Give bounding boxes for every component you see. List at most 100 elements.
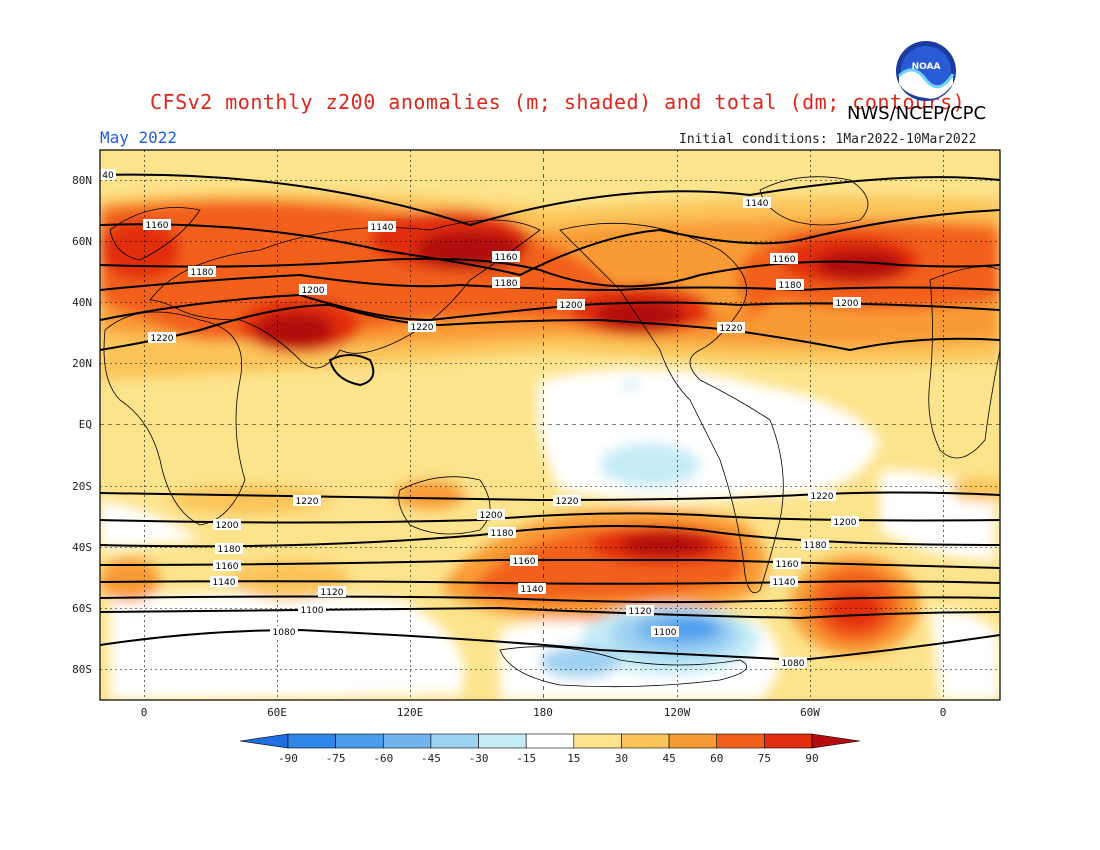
contour-label: 1140 — [368, 221, 396, 233]
contour-label: 1180 — [801, 539, 829, 551]
svg-text:1200: 1200 — [834, 518, 857, 528]
contour-label: 1160 — [770, 253, 798, 265]
colorbar-swatch — [525, 733, 575, 749]
lat-tick-label: EQ — [79, 418, 92, 431]
svg-text:1080: 1080 — [782, 659, 805, 669]
contour-label: 1180 — [776, 279, 804, 291]
colorbar-swatch — [716, 733, 765, 749]
contour-label: 1180 — [215, 543, 243, 555]
longitude-ticks: 0 60E 120E 180 120W 60W 0 — [141, 706, 947, 719]
svg-text:1160: 1160 — [216, 562, 239, 572]
contour-label: 1080 — [779, 657, 807, 669]
initial-conditions: Initial conditions: 1Mar2022-10Mar2022 — [679, 132, 977, 147]
lon-tick-label: 60E — [267, 706, 287, 719]
forecast-month: May 2022 — [100, 128, 178, 147]
svg-text:NOAA: NOAA — [912, 62, 941, 72]
colorbar-tick-label: 45 — [662, 752, 675, 765]
svg-text:1080: 1080 — [273, 628, 296, 638]
contour-label: 40 — [100, 169, 116, 181]
contour-label: 1220 — [148, 332, 176, 344]
lat-tick-label: 80N — [72, 174, 92, 187]
svg-text:1220: 1220 — [720, 324, 743, 334]
contour-label: 1160 — [492, 251, 520, 263]
colorbar-tick-label: -30 — [469, 752, 489, 765]
colorbar-swatch — [764, 733, 813, 749]
contour-label: 1140 — [210, 576, 238, 588]
colorbar-tick-label: 90 — [805, 752, 818, 765]
svg-text:1140: 1140 — [521, 585, 544, 595]
colorbar-tick-label: -45 — [421, 752, 441, 765]
contour-label: 1160 — [143, 219, 171, 231]
lat-tick-label: 20N — [72, 357, 92, 370]
latitude-ticks: 80N 60N 40N 20N EQ 20S 40S 60S 80S — [72, 174, 92, 676]
contour-label: 1200 — [831, 516, 859, 528]
colorbar-tick-label: 60 — [710, 752, 723, 765]
contour-label: 1200 — [833, 297, 861, 309]
svg-text:1160: 1160 — [146, 221, 169, 231]
noaa-logo-icon: NOAA — [896, 41, 956, 101]
lon-tick-label: 120W — [664, 706, 691, 719]
lat-tick-label: 60N — [72, 235, 92, 248]
lon-tick-label: 120E — [397, 706, 424, 719]
contour-label: 1220 — [717, 322, 745, 334]
svg-text:1180: 1180 — [191, 268, 214, 278]
contour-label: 1180 — [492, 277, 520, 289]
coastlines — [103, 176, 1000, 688]
contour-label: 1180 — [188, 266, 216, 278]
colorbar-max-arrow — [811, 733, 861, 749]
colorbar-min-arrow — [239, 733, 289, 749]
contour-label: 1140 — [770, 576, 798, 588]
svg-text:1200: 1200 — [216, 521, 239, 531]
lat-tick-label: 20S — [72, 480, 92, 493]
contour-label: 1200 — [477, 509, 505, 521]
map-title: CFSv2 monthly z200 anomalies (m; shaded)… — [150, 90, 966, 114]
svg-text:1180: 1180 — [804, 541, 827, 551]
colorbar-tick-label: 30 — [615, 752, 628, 765]
svg-text:1180: 1180 — [218, 545, 241, 555]
contour-label: 1200 — [299, 284, 327, 296]
contour-label: 1160 — [213, 560, 241, 572]
lon-tick-label: 180 — [533, 706, 553, 719]
svg-text:1220: 1220 — [151, 334, 174, 344]
svg-text:1200: 1200 — [836, 299, 859, 309]
colorbar-tick-label: 75 — [758, 752, 771, 765]
svg-text:40: 40 — [102, 171, 114, 181]
colorbar: -90 -75 -60 -45 -30 -15 15 30 45 60 75 90 — [239, 733, 861, 765]
svg-text:1100: 1100 — [654, 628, 677, 638]
contour-label: 1140 — [518, 583, 546, 595]
svg-text:1220: 1220 — [556, 497, 579, 507]
lat-tick-label: 40S — [72, 541, 92, 554]
contour-label: 1100 — [651, 626, 679, 638]
colorbar-swatch — [335, 733, 384, 749]
contour-label: 1120 — [626, 605, 654, 617]
colorbar-swatch — [668, 733, 718, 749]
colorbar-swatch — [478, 733, 527, 749]
contour-labels: 40 1160 1140 1140 1180 1160 1160 1200 1180 1180 12… — [100, 169, 861, 669]
svg-text:1140: 1140 — [213, 578, 236, 588]
svg-text:1160: 1160 — [513, 557, 536, 567]
contour-label: 1220 — [293, 495, 321, 507]
contour-label: 1220 — [408, 321, 436, 333]
svg-text:1120: 1120 — [629, 607, 652, 617]
colorbar-swatch — [382, 733, 432, 749]
svg-text:1180: 1180 — [495, 279, 518, 289]
lat-tick-label: 80S — [72, 663, 92, 676]
svg-text:1160: 1160 — [495, 253, 518, 263]
svg-text:1140: 1140 — [746, 199, 769, 209]
svg-text:1200: 1200 — [560, 301, 583, 311]
svg-text:1120: 1120 — [321, 588, 344, 598]
lon-tick-label: 60W — [800, 706, 820, 719]
contour-label: 1200 — [557, 299, 585, 311]
contour-label: 1160 — [510, 555, 538, 567]
contour-label: 1180 — [488, 527, 516, 539]
colorbar-tick-label: -75 — [326, 752, 346, 765]
contour-label: 1080 — [270, 626, 298, 638]
svg-text:1160: 1160 — [773, 255, 796, 265]
svg-text:1220: 1220 — [296, 497, 319, 507]
colorbar-tick-label: -90 — [278, 752, 298, 765]
colorbar-swatch — [573, 733, 622, 749]
svg-text:1140: 1140 — [773, 578, 796, 588]
svg-text:1200: 1200 — [480, 511, 503, 521]
contour-label: 1100 — [298, 604, 326, 616]
